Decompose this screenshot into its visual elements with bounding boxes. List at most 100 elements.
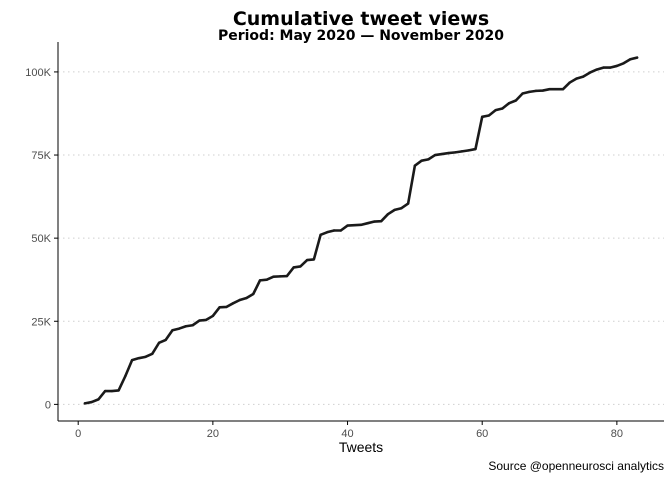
data-point: [400, 207, 403, 210]
data-point: [238, 298, 241, 302]
x-tick-label: 0: [75, 428, 81, 440]
x-axis-ticks: 0 20 40 60 80: [75, 421, 623, 440]
data-point: [252, 292, 255, 296]
y-tick-label: 25K: [31, 316, 51, 328]
data-point: [272, 275, 275, 278]
x-tick-label: 20: [207, 428, 219, 440]
data-point: [103, 389, 107, 393]
data-point: [393, 208, 396, 212]
data-point: [353, 223, 356, 227]
data-point: [555, 88, 558, 91]
data-point: [225, 305, 228, 309]
data-point: [582, 75, 585, 78]
chart-title: Cumulative tweet views: [233, 8, 489, 30]
data-point: [602, 66, 605, 69]
data-point: [467, 149, 470, 152]
data-point: [366, 221, 369, 225]
data-point: [541, 89, 544, 92]
data-point: [184, 325, 188, 328]
x-tick-label: 60: [476, 428, 488, 440]
data-point: [97, 398, 100, 401]
data-point: [568, 81, 571, 84]
data-point: [534, 89, 538, 93]
data-point: [528, 90, 531, 94]
data-point: [191, 324, 194, 327]
data-point: [454, 151, 457, 154]
series-line-cumulative-views: [83, 56, 639, 405]
data-point: [339, 229, 342, 232]
x-tick-label: 80: [611, 428, 623, 440]
data-point: [501, 107, 504, 110]
gridlines: [58, 71, 664, 405]
data-point: [312, 258, 316, 261]
data-point: [494, 108, 497, 112]
data-point: [265, 278, 268, 281]
data-point: [447, 151, 450, 155]
data-point: [481, 115, 484, 119]
data-point: [178, 327, 181, 330]
data-point: [117, 389, 120, 392]
data-point: [474, 147, 477, 151]
x-tick-label: 40: [341, 428, 353, 440]
data-point: [326, 230, 329, 234]
y-tick-label: 50K: [31, 233, 51, 245]
data-point: [460, 150, 464, 153]
data-point: [521, 92, 524, 95]
data-point: [231, 302, 235, 305]
data-point: [427, 158, 430, 161]
data-point: [608, 66, 612, 69]
data-point: [386, 213, 390, 216]
data-point: [292, 266, 295, 269]
data-point: [373, 220, 376, 223]
data-point: [83, 402, 87, 405]
data-point: [198, 319, 201, 322]
data-point: [258, 279, 262, 282]
x-axis-title: Tweets: [339, 439, 383, 455]
data-point: [171, 329, 174, 332]
data-point: [413, 164, 417, 167]
data-point: [305, 258, 309, 262]
data-point: [164, 338, 167, 342]
data-point: [588, 71, 592, 74]
data-point: [629, 58, 632, 61]
data-point: [433, 153, 437, 157]
data-point: [137, 356, 140, 360]
data-point: [110, 389, 114, 393]
data-point: [406, 202, 410, 205]
data-point: [204, 318, 208, 322]
data-point: [575, 77, 578, 80]
data-point: [615, 64, 619, 68]
data-point: [420, 159, 423, 162]
data-point: [440, 152, 443, 156]
data-point: [245, 296, 248, 300]
data-point: [218, 306, 221, 309]
data-point: [548, 88, 551, 91]
data-point: [124, 374, 127, 378]
data-point: [622, 62, 625, 65]
data-point: [359, 223, 363, 227]
data-point: [332, 229, 336, 232]
data-point: [211, 314, 215, 318]
data-point: [514, 99, 518, 102]
data-point: [487, 114, 491, 117]
y-axis-ticks: 0 25K 50K 75K 100K: [25, 67, 58, 411]
data-point: [595, 68, 598, 71]
y-tick-label: 100K: [25, 67, 51, 79]
data-point: [299, 265, 302, 268]
data-point: [319, 233, 322, 237]
y-tick-label: 75K: [31, 150, 51, 162]
data-point: [90, 400, 93, 404]
data-point: [346, 224, 349, 227]
chart-subtitle: Period: May 2020 — November 2020: [218, 28, 504, 44]
data-point: [144, 355, 147, 359]
data-point: [151, 352, 154, 356]
source-caption: Source @openneurosci analytics: [488, 459, 664, 473]
data-point: [561, 88, 565, 91]
data-point: [635, 56, 639, 59]
data-point: [380, 219, 383, 223]
series-group: [83, 56, 639, 405]
data-point: [285, 274, 289, 278]
data-point: [279, 275, 282, 278]
data-point: [507, 101, 511, 105]
